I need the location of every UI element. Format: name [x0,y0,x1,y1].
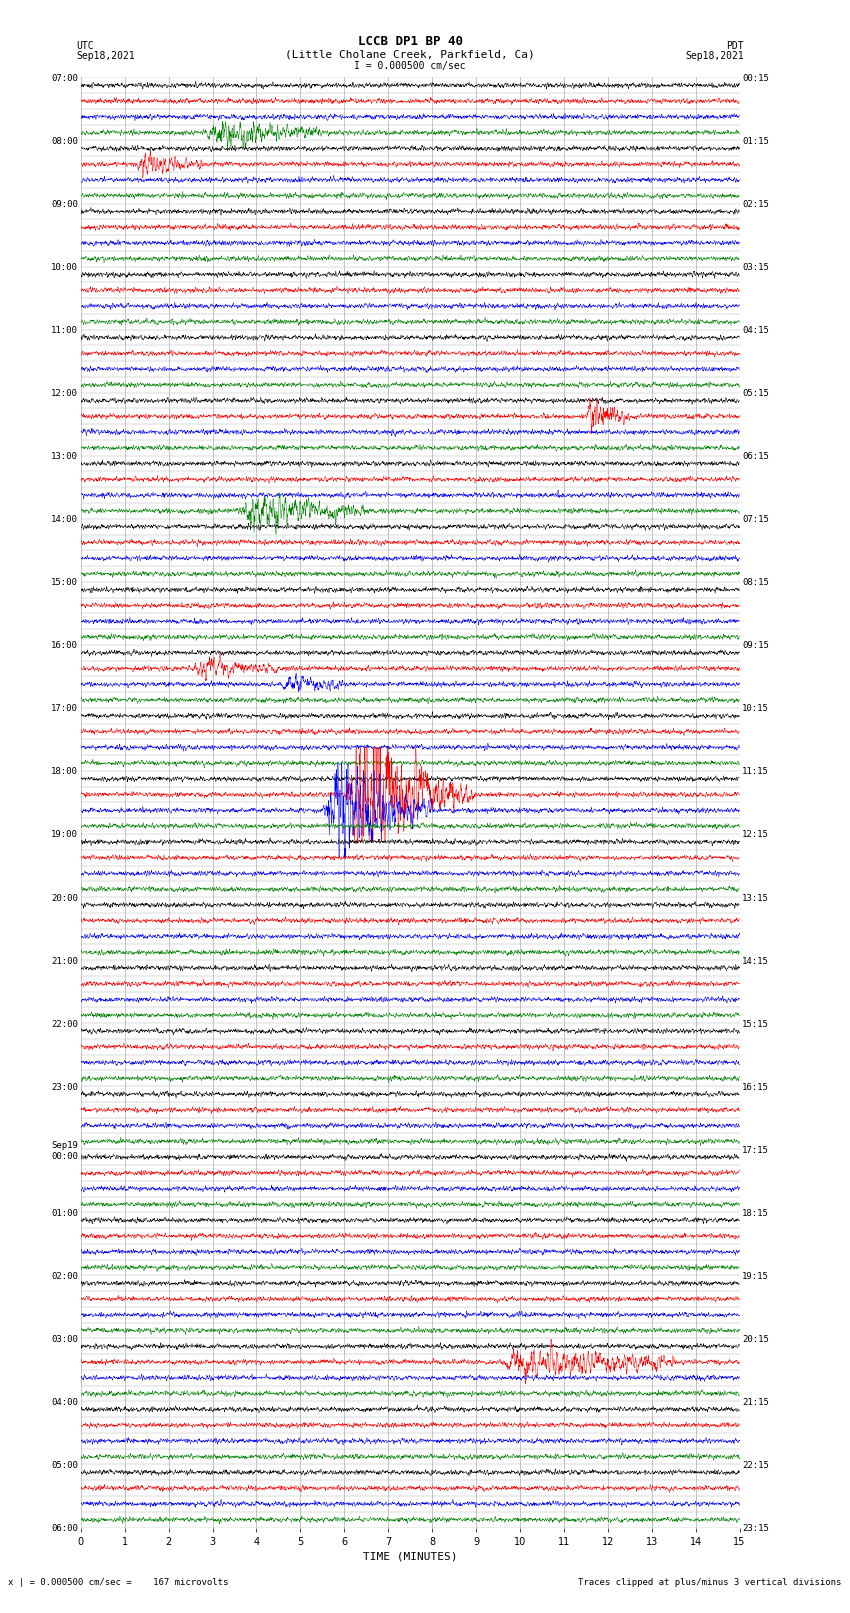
Text: Traces clipped at plus/minus 3 vertical divisions: Traces clipped at plus/minus 3 vertical … [578,1578,842,1587]
Text: TIME (MINUTES): TIME (MINUTES) [363,1552,457,1561]
Text: Sep18,2021: Sep18,2021 [76,52,135,61]
Text: (Little Cholane Creek, Parkfield, Ca): (Little Cholane Creek, Parkfield, Ca) [286,50,535,60]
Text: PDT: PDT [726,40,744,50]
Text: LCCB DP1 BP 40: LCCB DP1 BP 40 [358,34,462,47]
Text: I = 0.000500 cm/sec: I = 0.000500 cm/sec [354,61,466,71]
Text: UTC: UTC [76,40,94,50]
Text: Sep18,2021: Sep18,2021 [685,52,744,61]
Text: x | = 0.000500 cm/sec =    167 microvolts: x | = 0.000500 cm/sec = 167 microvolts [8,1578,229,1587]
